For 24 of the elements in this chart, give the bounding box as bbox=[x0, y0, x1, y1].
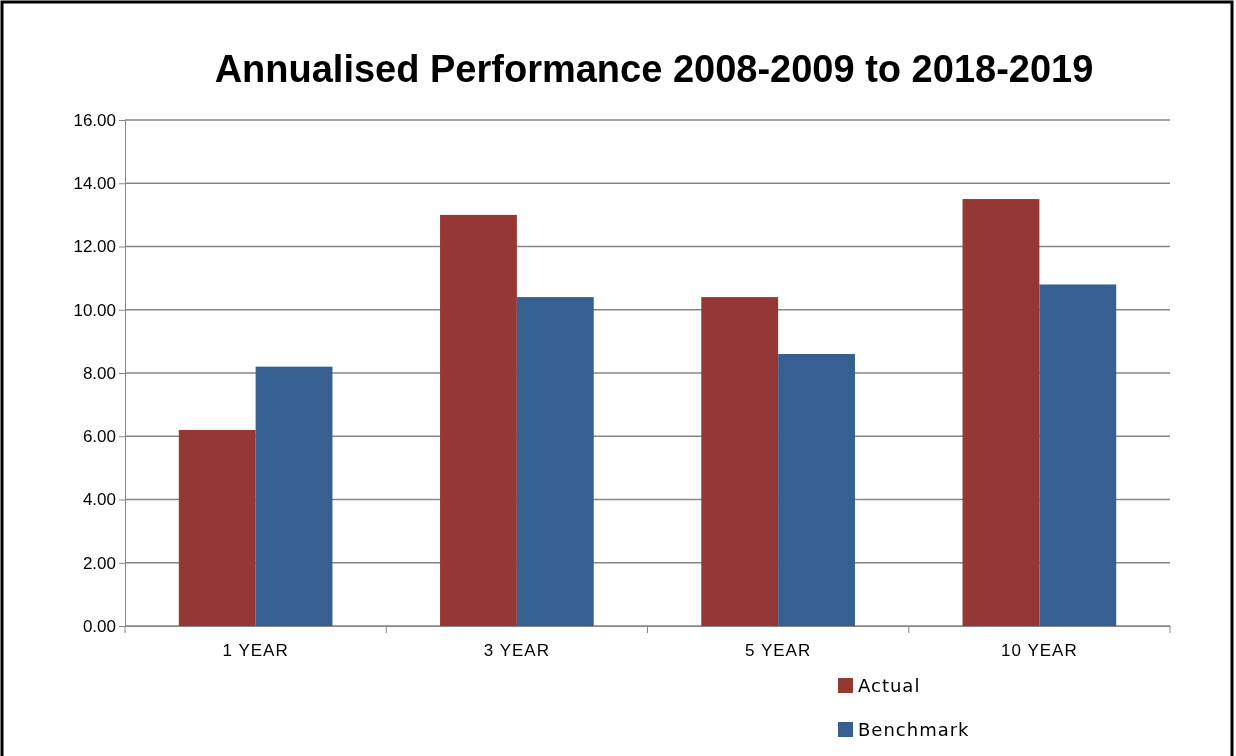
y-tick-label: 0.00 bbox=[82, 616, 116, 636]
legend-label: Actual bbox=[858, 675, 921, 696]
x-tick-label: 3 YEAR bbox=[483, 641, 550, 661]
y-tick-label: 14.00 bbox=[73, 174, 116, 194]
legend-label: Benchmark bbox=[858, 719, 970, 740]
y-tick-label: 10.00 bbox=[73, 300, 116, 320]
y-tick-label: 2.00 bbox=[82, 553, 116, 573]
bar bbox=[255, 366, 333, 626]
y-tick-label: 12.00 bbox=[73, 237, 116, 257]
y-tick-label: 16.00 bbox=[73, 110, 116, 130]
bar bbox=[516, 297, 594, 626]
y-tick-label: 8.00 bbox=[82, 363, 116, 383]
bar bbox=[778, 354, 855, 626]
y-tick-label: 4.00 bbox=[82, 490, 116, 510]
x-tick-label: 5 YEAR bbox=[745, 641, 812, 661]
bar bbox=[1039, 284, 1117, 626]
y-tick-label: 6.00 bbox=[82, 427, 116, 447]
bar bbox=[701, 297, 779, 626]
bar bbox=[178, 429, 256, 626]
chart-title: Annualised Performance 2008-2009 to 2018-2019 bbox=[214, 48, 1094, 90]
x-tick-label: 1 YEAR bbox=[222, 641, 289, 661]
x-tick-label: 10 YEAR bbox=[1001, 641, 1078, 661]
bar bbox=[962, 199, 1040, 626]
bar bbox=[440, 214, 517, 626]
